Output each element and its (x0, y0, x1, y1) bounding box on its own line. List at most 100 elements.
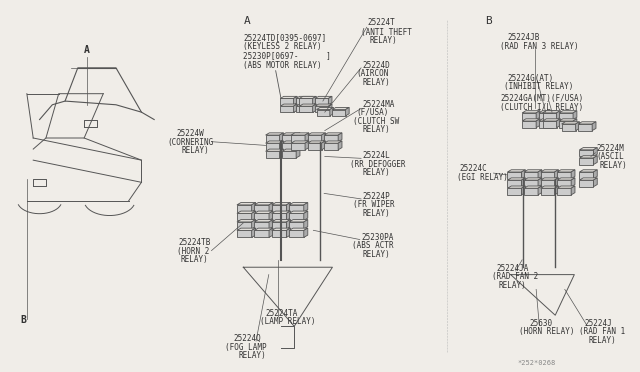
Polygon shape (338, 133, 342, 142)
Bar (508, 172, 522, 179)
Bar (254, 222, 269, 229)
Text: (INHIBIT RELAY): (INHIBIT RELAY) (504, 82, 573, 91)
Polygon shape (237, 219, 255, 222)
Polygon shape (269, 228, 273, 237)
Polygon shape (543, 119, 561, 121)
Polygon shape (579, 156, 597, 158)
Polygon shape (557, 178, 575, 180)
Polygon shape (252, 228, 255, 237)
Text: RELAY): RELAY) (369, 36, 397, 45)
Text: 25224C: 25224C (460, 164, 488, 173)
Bar (578, 124, 592, 131)
Text: RELAY): RELAY) (362, 125, 390, 134)
Bar (522, 113, 536, 119)
Text: 25224Q: 25224Q (234, 334, 262, 343)
Polygon shape (254, 202, 273, 205)
Bar (237, 205, 252, 212)
Text: RELAY): RELAY) (362, 209, 390, 218)
Bar (272, 214, 286, 220)
Polygon shape (286, 211, 291, 220)
Bar (308, 135, 322, 142)
Polygon shape (555, 186, 559, 195)
Bar (289, 205, 304, 212)
Bar (237, 222, 252, 229)
Text: (ASCIL: (ASCIL (596, 153, 625, 161)
Polygon shape (309, 96, 313, 105)
Polygon shape (280, 96, 297, 99)
Bar (562, 124, 575, 131)
Text: RELAY): RELAY) (182, 146, 209, 155)
Polygon shape (296, 96, 313, 99)
Text: RELAY): RELAY) (588, 336, 616, 344)
Polygon shape (593, 178, 597, 187)
Polygon shape (252, 211, 255, 220)
Polygon shape (524, 186, 542, 188)
Polygon shape (541, 170, 559, 172)
Bar (282, 135, 296, 142)
Polygon shape (286, 202, 291, 212)
Polygon shape (553, 111, 557, 119)
Text: 25224J: 25224J (584, 318, 612, 328)
Bar (543, 113, 557, 119)
Polygon shape (538, 178, 542, 187)
Polygon shape (593, 156, 597, 164)
Polygon shape (539, 119, 557, 121)
Polygon shape (272, 228, 291, 231)
Bar (579, 158, 593, 164)
Polygon shape (309, 104, 313, 112)
Bar (541, 172, 555, 179)
Polygon shape (571, 178, 575, 187)
Text: A: A (243, 16, 250, 26)
Polygon shape (254, 228, 273, 231)
Polygon shape (237, 211, 255, 214)
Polygon shape (555, 178, 559, 187)
Text: 25224L: 25224L (362, 151, 390, 160)
Bar (272, 205, 286, 212)
Polygon shape (593, 170, 597, 179)
Polygon shape (272, 219, 291, 222)
Bar (296, 99, 309, 105)
Polygon shape (269, 202, 273, 212)
Text: (AIRCON: (AIRCON (356, 69, 388, 78)
Text: 25630: 25630 (530, 318, 553, 328)
Bar (508, 188, 522, 195)
Text: (F/USA): (F/USA) (356, 109, 388, 118)
Polygon shape (555, 170, 559, 179)
Polygon shape (266, 141, 284, 143)
Polygon shape (559, 111, 577, 113)
Text: RELAY): RELAY) (362, 78, 390, 87)
Bar (266, 151, 280, 158)
Polygon shape (553, 119, 557, 128)
Polygon shape (522, 119, 540, 121)
Polygon shape (289, 202, 308, 205)
Polygon shape (578, 122, 596, 124)
Polygon shape (579, 170, 597, 172)
Polygon shape (294, 104, 297, 112)
Polygon shape (557, 111, 561, 119)
Bar (579, 150, 593, 157)
Polygon shape (269, 219, 273, 229)
Text: 25224W: 25224W (177, 129, 204, 138)
Bar (543, 121, 557, 128)
Text: (RAD FAN 1: (RAD FAN 1 (579, 327, 626, 336)
Text: (FR WIPER: (FR WIPER (353, 201, 395, 209)
Polygon shape (559, 119, 577, 121)
Bar (266, 135, 280, 142)
Bar (254, 231, 269, 237)
Text: (KEYLESS 2 RELAY): (KEYLESS 2 RELAY) (243, 42, 322, 51)
Polygon shape (508, 178, 525, 180)
Polygon shape (557, 170, 575, 172)
Polygon shape (280, 133, 284, 142)
Polygon shape (575, 122, 579, 131)
Text: (CLUTCH I/L RELAY): (CLUTCH I/L RELAY) (500, 103, 583, 112)
Polygon shape (328, 96, 332, 105)
Text: 25224D: 25224D (362, 61, 390, 70)
Polygon shape (286, 219, 291, 229)
Bar (557, 172, 571, 179)
Bar (280, 106, 294, 112)
Polygon shape (280, 104, 297, 106)
Polygon shape (579, 178, 597, 180)
Bar (282, 143, 296, 150)
Bar (237, 214, 252, 220)
Text: (EGI RELAY): (EGI RELAY) (456, 173, 508, 182)
